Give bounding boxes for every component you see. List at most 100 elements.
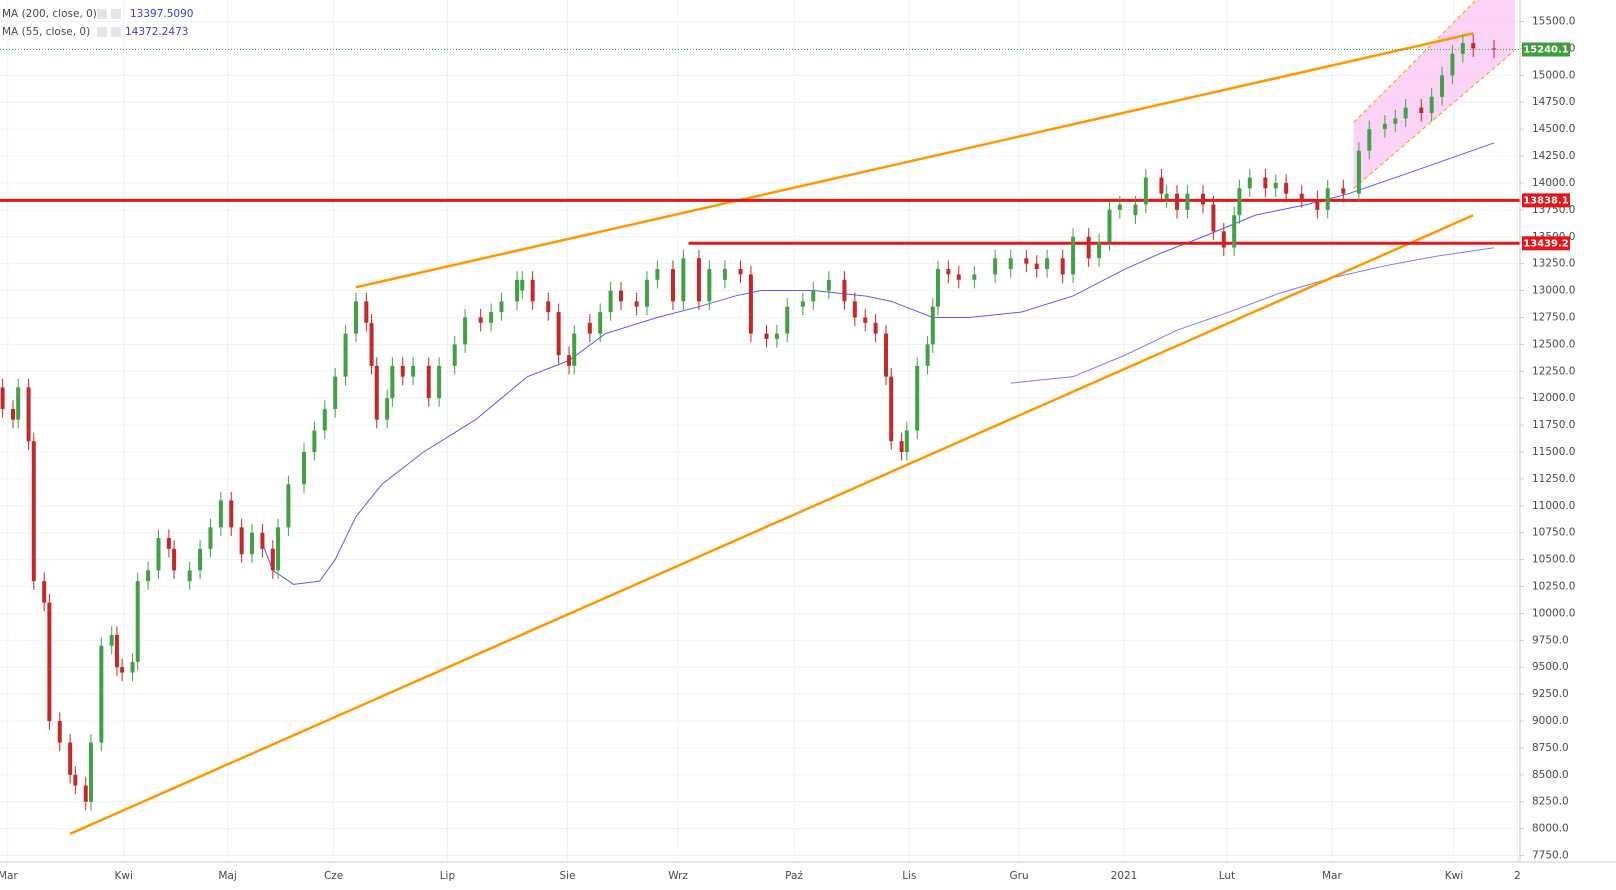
candle-body [634,301,639,307]
candle-body [696,258,701,302]
candle-body [556,312,561,356]
legend-label: MA (55, close, 0) [2,26,90,38]
candle-body [1133,204,1138,216]
y-tick-label: 10750.0 [1532,527,1575,539]
y-tick-label: 10250.0 [1532,581,1575,593]
candle-body [0,387,5,409]
candle-body [489,312,494,323]
candle-body [1034,263,1039,270]
candle-body [1403,107,1408,119]
y-tick-label: 11250.0 [1532,473,1575,485]
y-tick-label: 10500.0 [1532,554,1575,566]
candle-body [114,634,119,668]
y-tick-label: 11500.0 [1532,446,1575,458]
candle-body [411,365,416,377]
legend-value: 14372.2473 [125,26,188,38]
candle-body [1315,199,1320,210]
candle-body [972,274,977,280]
candle-body [707,269,712,302]
candle-body [1159,177,1164,194]
candle-body [437,365,442,399]
candle-body [218,500,223,528]
legend-icon [111,9,121,19]
candle-body [1237,188,1242,216]
candle-body [1071,236,1076,275]
candle-body [520,279,525,291]
x-tick-label: Lis [902,870,916,882]
x-tick-label: 2 [1514,870,1521,882]
candle-body [530,279,535,302]
legend-icon [97,9,107,19]
candle-body [166,538,171,549]
candle-body [873,322,878,334]
trend-line [355,32,1474,289]
candle-body [1143,177,1148,205]
x-tick-label: Mar [1322,870,1342,882]
candle-body [1185,193,1190,210]
candle-body [852,301,857,318]
price-label-box [1522,236,1570,251]
price-label: 15240.1 [1523,44,1569,55]
y-tick-label: 7750.0 [1532,850,1569,862]
x-tick-label: Mar [0,870,18,882]
candle-body [286,484,291,528]
candle-body [608,290,613,313]
candle-body [1460,43,1465,54]
candle-body [644,279,649,307]
candle-body [68,742,73,775]
candle-body [47,602,52,722]
ma-line [1010,247,1495,384]
candle-body [1341,188,1346,194]
candle-body [618,290,623,302]
candle-body [1325,188,1330,210]
y-tick-label: 8000.0 [1532,823,1569,835]
legend-label: MA (200, close, 0) [2,8,97,20]
candle-body [925,344,930,366]
candle-body [587,322,592,334]
x-tick-label: Cze [324,870,343,882]
price-label-box [1522,193,1570,208]
candle-body [374,365,379,420]
candle-body [935,269,940,307]
candle-body [369,322,374,366]
candle-body [130,661,135,673]
candle-body [863,317,868,323]
y-tick-label: 8750.0 [1532,742,1569,754]
x-tick-label: Sie [559,870,575,882]
candle-body [722,269,727,280]
candle-body [83,785,88,802]
candle-body [156,538,161,571]
candle-body [1060,258,1065,275]
candle-body [276,527,281,571]
candle-body [1367,129,1372,151]
candle-body [250,532,255,555]
candle-body [598,312,603,334]
y-tick-label: 12250.0 [1532,365,1575,377]
candle-body [343,333,348,377]
candle-body [452,344,457,366]
y-tick-label: 12750.0 [1532,311,1575,323]
candle-body [1164,193,1169,200]
candle-body [333,376,338,409]
y-tick-label: 9750.0 [1532,634,1569,646]
candle-body [187,570,192,582]
candle-body [109,634,114,646]
candle-body [1211,204,1216,232]
candle-body [1492,48,1497,50]
plot-area [0,0,1520,862]
candle-body [800,301,805,307]
candle-body [785,306,790,334]
candle-body [930,306,935,345]
candle-body [16,387,21,420]
candle-body [120,667,125,673]
y-tick-label: 11750.0 [1532,419,1575,431]
candle-body [353,301,358,334]
x-tick-label: Lut [1219,870,1235,882]
x-tick-label: 2021 [1111,870,1138,882]
candle-body [1419,107,1424,113]
candle-body [1045,258,1050,270]
y-tick-label: 15000.0 [1532,69,1575,81]
x-tick-label: Wrz [668,870,688,882]
candle-body [229,500,234,528]
